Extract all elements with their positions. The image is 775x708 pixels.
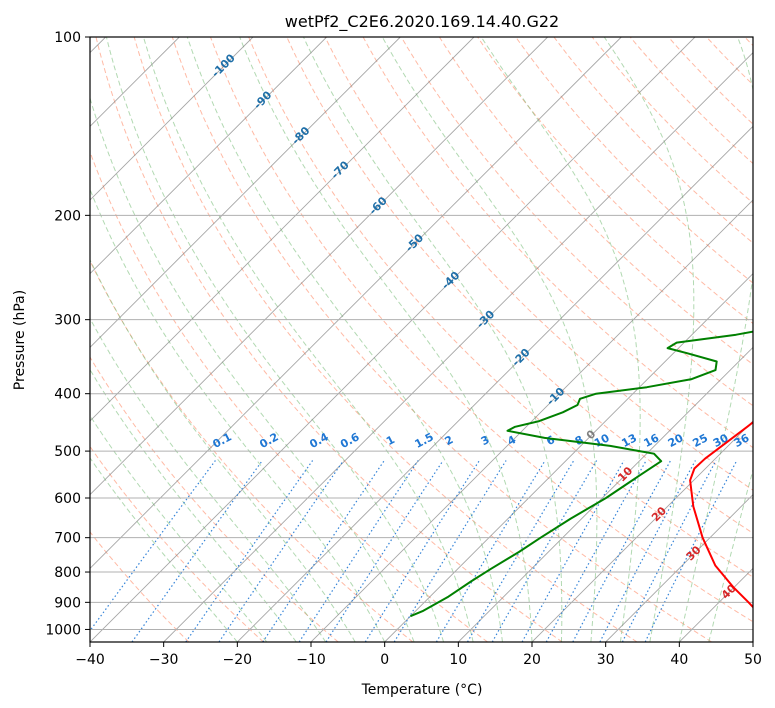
mixing-ratio-line (644, 460, 738, 642)
dry-adiabat (553, 37, 753, 244)
moist-adiabat (105, 37, 445, 642)
dry-adiabat (248, 37, 753, 578)
y-axis: 1000 900 800 700 600 500 400 300 200 100 (45, 30, 90, 638)
y-tick-label: 700 (54, 531, 81, 547)
isotherm (384, 273, 753, 642)
isotherm (90, 37, 696, 642)
chart-title: wetPf2_C2E6.2020.169.14.40.G22 (285, 12, 559, 32)
plot-area (90, 37, 753, 642)
moist-adiabat (143, 37, 474, 642)
moist-adiabat (90, 96, 415, 642)
x-tick-label: 50 (744, 652, 762, 668)
moist-adiabat (90, 456, 238, 642)
dry-adiabat (171, 37, 712, 642)
isotherm (90, 37, 548, 496)
x-tick-label: 0 (380, 652, 389, 668)
mixing-ratio-label: 30 (711, 431, 731, 450)
y-tick-label: 900 (54, 595, 81, 611)
dry-adiabat (90, 150, 488, 642)
x-tick-label: 10 (449, 652, 467, 668)
x-tick-label: 30 (597, 652, 615, 668)
dry-adiabat (90, 259, 414, 642)
isotherm (237, 125, 753, 642)
dry-adiabat (286, 37, 753, 534)
y-tick-label: 400 (54, 387, 81, 403)
temperature-profile (689, 421, 753, 609)
y-tick-label: 800 (54, 565, 81, 581)
dry-adiabat (95, 37, 563, 642)
dry-adiabat (591, 37, 753, 204)
moist-adiabat (90, 368, 297, 642)
mixing-ratio-line (435, 460, 546, 642)
y-tick-label: 100 (54, 30, 81, 46)
mixing-ratio-line (131, 460, 263, 642)
x-tick-label: 20 (523, 652, 541, 668)
y-axis-label: Pressure (hPa) (12, 290, 28, 390)
mixing-ratio-line (491, 460, 598, 642)
isotherm (90, 37, 401, 348)
x-axis: −40 −30 −20 −10 0 10 20 30 40 50 (75, 642, 762, 668)
moist-adiabat (90, 317, 327, 642)
moist-adiabat (90, 188, 386, 642)
moist-adiabat (381, 37, 598, 642)
isotherm (458, 346, 753, 642)
mixing-ratio-line (262, 460, 385, 642)
y-tick-label: 1000 (45, 622, 81, 638)
dry-adiabat (400, 37, 753, 407)
mixing-ratio-line (218, 460, 344, 642)
pressure-grid (90, 37, 753, 630)
mixing-ratio-line (545, 460, 647, 642)
sounding-series (410, 330, 753, 618)
isotherm (163, 52, 753, 642)
x-tick-label: −30 (149, 652, 179, 668)
isotherm (752, 641, 753, 642)
x-tick-label: 40 (670, 652, 688, 668)
moist-adiabat (90, 258, 356, 642)
dry-adiabat (210, 37, 753, 623)
isotherm (90, 37, 475, 422)
x-tick-label: −20 (223, 652, 253, 668)
dry-adiabat (90, 531, 190, 642)
mixing-ratio-label: 13 (619, 431, 639, 450)
isotherm (605, 494, 753, 642)
x-tick-label: −40 (75, 652, 105, 668)
dry-adiabat (438, 37, 753, 366)
isotherm (310, 199, 753, 642)
moist-adiabat (90, 414, 268, 642)
dry-adiabat (90, 356, 339, 642)
isotherm (90, 37, 254, 201)
mixing-ratio-label: 16 (642, 431, 662, 450)
mixing-ratio-label: 20 (666, 431, 686, 450)
mixing-ratio-line (90, 460, 216, 632)
y-tick-label: 200 (54, 208, 81, 224)
mixing-ratio-line (521, 460, 625, 642)
mixing-ratio-line (298, 460, 419, 642)
plot-frame (89, 36, 754, 643)
mixing-ratio-line (185, 460, 314, 642)
x-axis-label: Temperature (°C) (361, 682, 483, 698)
dry-adiabat (133, 37, 638, 642)
mixing-ratio-label: 25 (690, 431, 710, 450)
y-tick-label: 500 (54, 444, 81, 460)
y-tick-label: 300 (54, 313, 81, 329)
moist-adiabat (186, 37, 503, 642)
moist-adiabat (239, 37, 533, 642)
x-tick-label: −10 (296, 652, 326, 668)
dewpoint-profile (410, 330, 753, 618)
dry-adiabat (324, 37, 753, 491)
dry-adiabat (477, 37, 753, 325)
isotherm (90, 37, 327, 275)
y-tick-label: 600 (54, 491, 81, 507)
isotherm (531, 420, 753, 642)
isotherm (90, 37, 622, 569)
mixing-ratio-line (393, 460, 507, 642)
